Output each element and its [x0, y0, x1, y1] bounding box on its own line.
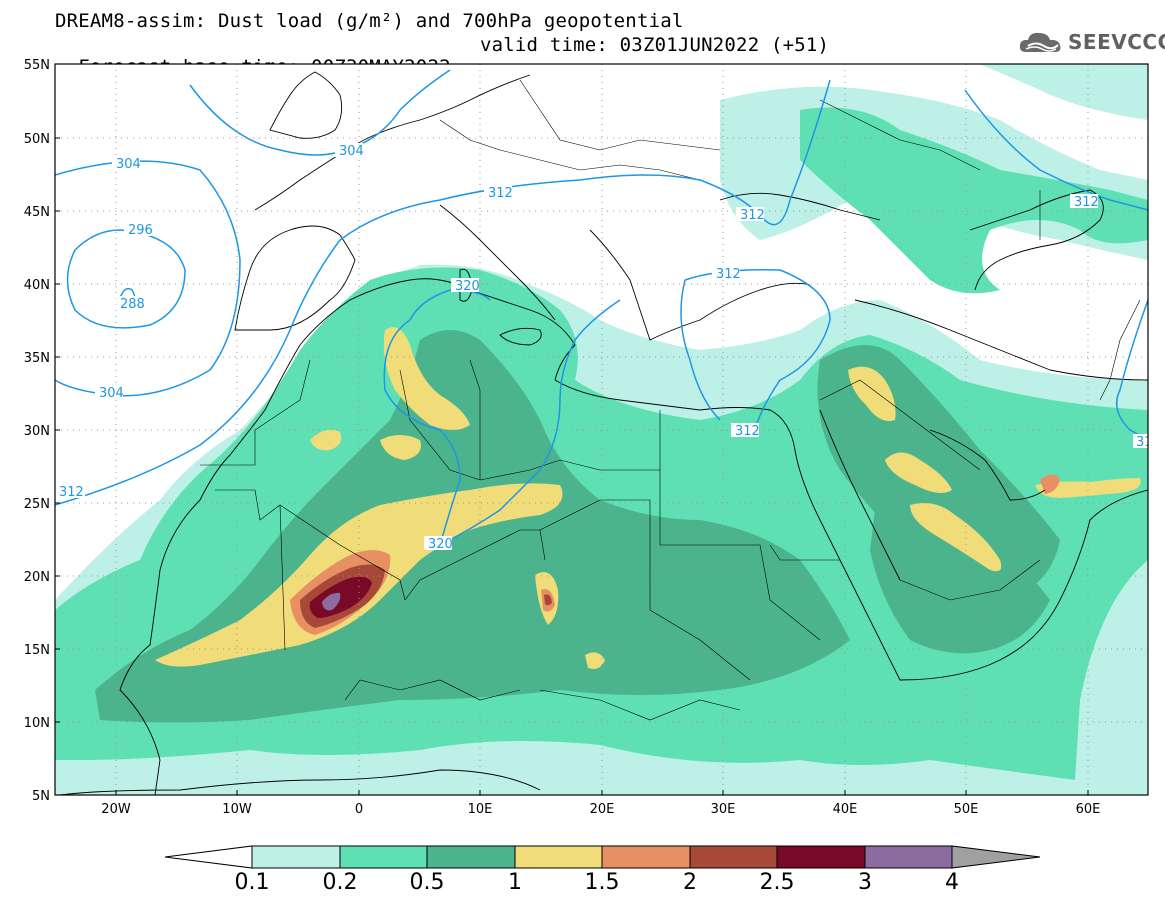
- dust-shading-4: [322, 592, 341, 611]
- title-line-1: DREAM8-assim: Dust load (g/m²) and 700hP…: [55, 10, 684, 32]
- contour-label: 312: [1074, 195, 1099, 210]
- valid-time: valid time: 03Z01JUN2022 (+51): [480, 34, 830, 56]
- colorbar-label: 0.5: [409, 870, 445, 895]
- lon-label: 20W: [101, 802, 131, 817]
- tick-marks: [55, 63, 1089, 796]
- lat-label: 5N: [32, 789, 50, 804]
- colorbar-label: 4: [945, 870, 959, 895]
- longitude-labels: 20W 10W 0 10E 20E 30E 40E 50E 60E: [101, 802, 1100, 817]
- colorbar-label: 3: [858, 870, 872, 895]
- lat-label: 25N: [24, 497, 50, 512]
- country-borders: [200, 79, 1141, 721]
- lat-label: 40N: [24, 278, 50, 293]
- contour-label: 312: [716, 267, 741, 282]
- colorbar-swatch: [426, 845, 516, 869]
- seevccc-logo: SEEVCCC: [1018, 28, 1165, 58]
- lon-label: 50E: [954, 802, 979, 817]
- lat-label: 10N: [24, 716, 50, 731]
- coastlines: [59, 71, 1148, 795]
- colorbar-swatch: [776, 845, 866, 869]
- lon-label: 60E: [1076, 802, 1101, 817]
- contour-label: 296: [128, 223, 153, 238]
- lon-label: 40E: [833, 802, 858, 817]
- lon-label: 10W: [222, 802, 252, 817]
- colorbar-swatch: [864, 845, 953, 869]
- graticule: [55, 64, 1148, 795]
- lat-label: 15N: [24, 643, 50, 658]
- contour-label: 320: [428, 537, 453, 552]
- lon-label: 30E: [711, 802, 736, 817]
- lat-label: 45N: [24, 205, 50, 220]
- cloud-logo-icon: [1019, 32, 1061, 52]
- lat-label: 30N: [24, 424, 50, 439]
- lat-label: 50N: [24, 132, 50, 147]
- lat-label: 35N: [24, 351, 50, 366]
- contour-label: 288: [120, 297, 145, 312]
- lat-label: 55N: [24, 58, 50, 73]
- contour-label: 304: [99, 386, 124, 401]
- colorbar-label: 1: [508, 870, 522, 895]
- map-area: 304 296 288 304 312 304 312 312 312 312 …: [55, 64, 1161, 795]
- colorbar-swatch: [689, 845, 778, 869]
- colorbar-high-arrow: [951, 845, 1041, 869]
- lat-label: 20N: [24, 570, 50, 585]
- lon-label: 10E: [468, 802, 493, 817]
- contour-label: 304: [339, 144, 364, 159]
- latitude-labels: 55N 50N 45N 40N 35N 30N 25N 20N 15N 10N …: [24, 58, 50, 804]
- contour-label: 312: [1136, 435, 1161, 450]
- colorbar-label: 0.2: [322, 870, 358, 895]
- colorbar-swatch: [601, 845, 691, 869]
- colorbar-swatch: [339, 845, 428, 869]
- contour-label: 312: [488, 186, 513, 201]
- logo-text: SEEVCCC: [1068, 30, 1165, 54]
- colorbar-label: 2: [683, 870, 697, 895]
- colorbar-swatch: [251, 845, 341, 869]
- colorbar-swatch: [514, 845, 603, 869]
- colorbar-label: 0.1: [234, 870, 270, 895]
- contour-labels: 304 296 288 304 312 304 312 312 312 312 …: [57, 143, 1161, 552]
- colorbar-label: 2.5: [759, 870, 795, 895]
- contour-label: 320: [455, 279, 480, 294]
- colorbar-low-arrow: [164, 845, 253, 869]
- lon-label: 20E: [590, 802, 615, 817]
- contour-label: 312: [740, 208, 765, 223]
- contour-label: 312: [735, 424, 760, 439]
- contour-label: 312: [59, 485, 84, 500]
- contour-label: 304: [116, 157, 141, 172]
- colorbar-label: 1.5: [584, 870, 620, 895]
- lon-label: 0: [355, 802, 363, 817]
- colorbar: [164, 845, 1041, 869]
